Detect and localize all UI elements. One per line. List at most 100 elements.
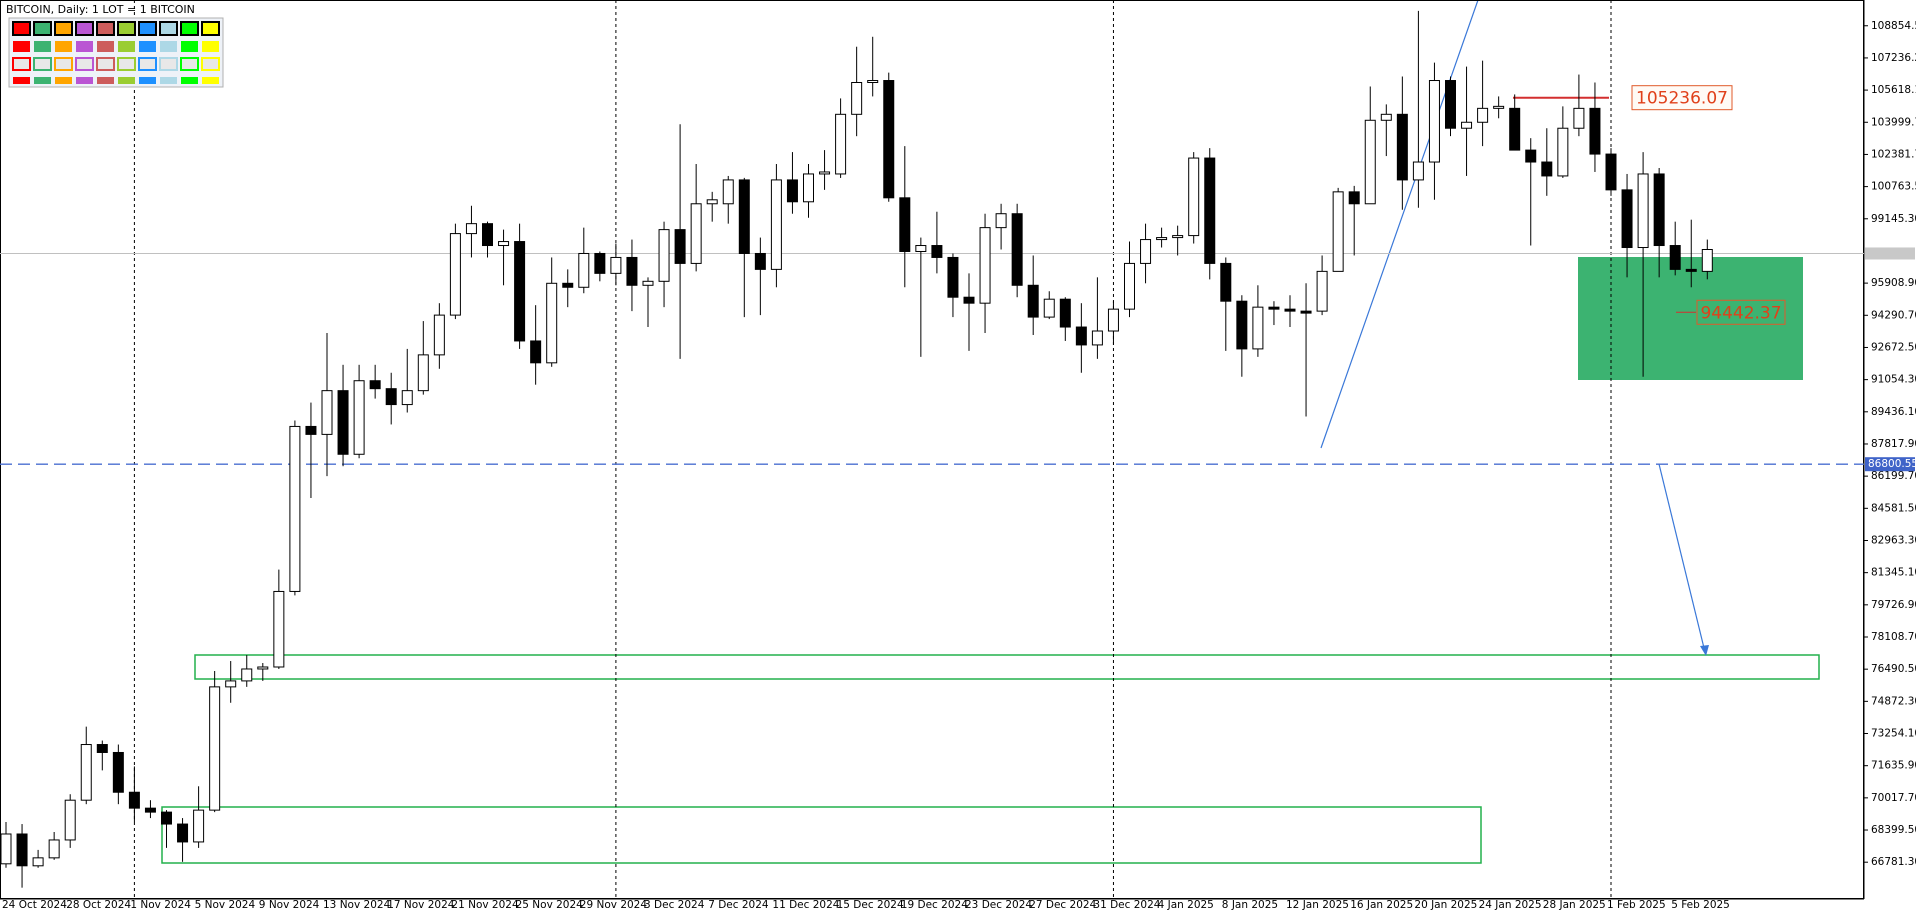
y-tick-label: 95908.90 <box>1871 277 1916 289</box>
candle-body <box>674 229 686 264</box>
palette-swatch <box>180 21 199 36</box>
candle-body <box>337 390 349 455</box>
palette-swatch <box>117 21 136 36</box>
candle-body <box>80 744 92 801</box>
y-tick-label: 86199.70 <box>1871 470 1916 482</box>
candle-body <box>48 839 60 859</box>
candle-body <box>1557 127 1569 177</box>
x-tick-label: 27 Dec 2024 <box>1029 899 1096 911</box>
y-tick-label: 71635.90 <box>1871 760 1916 772</box>
candle-body <box>754 252 766 270</box>
candle-body <box>947 256 959 298</box>
candle-body <box>819 171 831 175</box>
y-tick-label: 82963.30 <box>1871 534 1916 546</box>
candle-body <box>995 213 1007 229</box>
palette-swatch <box>118 77 135 84</box>
x-tick-label: 4 Jan 2025 <box>1158 899 1214 911</box>
palette-swatch <box>13 41 30 52</box>
palette-swatch <box>12 57 31 71</box>
x-tick-label: 24 Jan 2025 <box>1479 899 1542 911</box>
candle-body <box>915 245 927 252</box>
y-tick-label: 68399.50 <box>1871 824 1916 836</box>
palette-swatch <box>202 77 219 84</box>
x-tick-label: 7 Dec 2024 <box>708 899 769 911</box>
x-tick-label: 29 Nov 2024 <box>580 899 648 911</box>
candle-body <box>369 380 381 390</box>
support-label: 94442.37 <box>1700 303 1781 323</box>
zone-outline <box>194 654 1820 680</box>
y-tick-label: 87817.90 <box>1871 438 1916 450</box>
candle-body <box>1075 326 1087 346</box>
candle-body <box>1316 270 1328 312</box>
candle-body <box>1364 119 1376 205</box>
level-label-box <box>1865 457 1915 472</box>
zone-outline <box>161 806 1482 864</box>
candle-body <box>1573 107 1585 129</box>
candle-body <box>1412 161 1424 181</box>
candle-body <box>1653 173 1665 247</box>
candle-body <box>289 425 301 592</box>
candle-body <box>1396 113 1408 181</box>
palette-swatch <box>139 77 156 84</box>
candle-body <box>193 809 205 843</box>
palette-swatch <box>13 77 30 84</box>
x-tick-label: 28 Jan 2025 <box>1543 899 1606 911</box>
palette-swatch <box>138 57 157 71</box>
y-tick-label: 81345.10 <box>1871 567 1916 579</box>
candle-body <box>610 256 622 274</box>
palette-swatch <box>181 77 198 84</box>
candle-body <box>1348 191 1360 205</box>
palette-swatch <box>117 57 136 71</box>
y-tick-label: 99145.30 <box>1871 213 1916 225</box>
candle-body <box>690 203 702 264</box>
x-tick-label: 5 Nov 2024 <box>195 899 256 911</box>
palette-swatch <box>76 41 93 52</box>
candle-body <box>1701 249 1713 272</box>
y-tick-label: 92672.50 <box>1871 341 1916 353</box>
candle-body <box>1043 298 1055 318</box>
candle-body <box>1156 237 1168 241</box>
candle-body <box>514 241 526 342</box>
candle-body <box>1541 161 1553 177</box>
candle-body <box>241 668 253 682</box>
y-tick-label: 102381.70 <box>1871 148 1916 160</box>
candle-body <box>257 666 269 670</box>
x-tick-label: 16 Jan 2025 <box>1350 899 1413 911</box>
palette-swatch <box>97 41 114 52</box>
candle-body <box>225 680 237 688</box>
candle-body <box>1477 107 1489 123</box>
chart-title: BITCOIN, Daily: 1 LOT = 1 BITCOIN <box>6 3 195 16</box>
candle-body <box>931 245 943 258</box>
x-tick-label: 15 Dec 2024 <box>837 899 904 911</box>
candle-body <box>1188 157 1200 237</box>
candle-body <box>1509 107 1521 151</box>
candle-body <box>273 590 285 668</box>
candle-body <box>1332 191 1344 272</box>
candle-body <box>594 252 606 274</box>
palette-swatch <box>34 77 51 84</box>
candle-body <box>1140 239 1152 264</box>
x-tick-label: 12 Jan 2025 <box>1286 899 1349 911</box>
candle-body <box>979 227 991 304</box>
candle-body <box>1059 298 1071 328</box>
candle-body <box>305 425 317 435</box>
candle-body <box>1589 107 1601 155</box>
candle-body <box>1637 173 1649 249</box>
palette-swatch <box>54 57 73 71</box>
palette-swatch <box>97 77 114 84</box>
arrow-head <box>1700 645 1709 656</box>
candle-body <box>0 833 12 865</box>
green-zone <box>1578 257 1803 380</box>
x-tick-label: 17 Nov 2024 <box>387 899 455 911</box>
y-tick-label: 73254.10 <box>1871 728 1916 740</box>
candle-body <box>128 791 140 809</box>
palette-swatch <box>75 21 94 36</box>
resistance-label: 105236.07 <box>1636 89 1728 109</box>
palette-swatch <box>33 21 52 36</box>
y-tick-label: 66781.30 <box>1871 856 1916 868</box>
candle-body <box>899 197 911 252</box>
candle-body <box>32 857 44 867</box>
palette-swatch <box>76 77 93 84</box>
x-tick-label: 1 Nov 2024 <box>130 899 191 911</box>
